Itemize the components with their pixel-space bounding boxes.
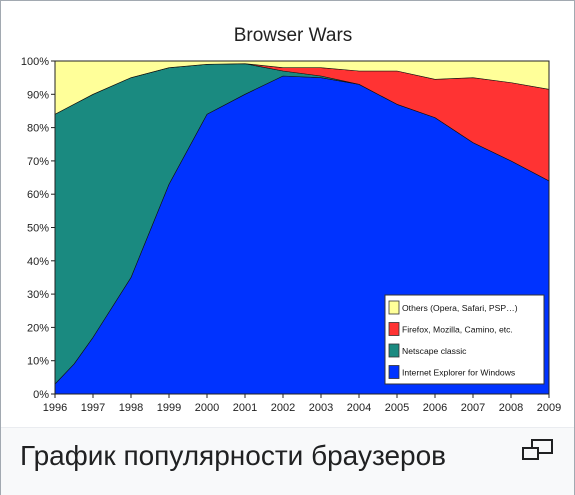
legend-swatch-firefox-mozilla-camino-etc	[388, 322, 400, 336]
x-tick-label: 2002	[271, 402, 295, 414]
x-tick-label: 1997	[81, 402, 105, 414]
legend-label-netscape-classic: Netscape classic	[402, 346, 467, 356]
chart-title: Browser Wars	[234, 25, 353, 46]
y-tick-label: 60%	[27, 189, 49, 201]
image-caption: График популярности браузеров	[20, 440, 447, 471]
legend-label-internet-explorer-for-windows: Internet Explorer for Windows	[402, 368, 515, 378]
y-tick-label: 90%	[27, 89, 49, 101]
x-tick-label: 1998	[119, 402, 143, 414]
x-tick-label: 2008	[499, 402, 523, 414]
x-tick-label: 2000	[195, 402, 219, 414]
x-tick-label: 2004	[347, 402, 371, 414]
x-tick-label: 2001	[233, 402, 257, 414]
legend-swatch-internet-explorer-for-windows	[388, 365, 400, 379]
legend-label-firefox-mozilla-camino-etc: Firefox, Mozilla, Camino, etc.	[402, 325, 513, 335]
legend-label-others-opera-safari-psp: Others (Opera, Safari, PSP…)	[402, 303, 518, 313]
chart-axes: 0% 10% 20% 30% 40% 50% 60% 70% 80% 90% 100% 1996 199…	[21, 56, 561, 414]
legend-box	[384, 294, 545, 385]
y-tick-label: 0%	[33, 389, 49, 401]
y-tick-label: 50%	[27, 223, 49, 235]
legend-swatch-others-opera-safari-psp	[388, 300, 400, 315]
x-tick-label: 2007	[461, 402, 485, 414]
chart-legend: Others (Opera, Safari, PSP…) Firefox, Moz…	[384, 294, 545, 385]
y-tick-label: 70%	[27, 156, 49, 168]
y-tick-label: 40%	[27, 256, 49, 268]
x-tick-label: 2006	[423, 402, 447, 414]
browser-wars-chart: Browser Wars 0% 10% 20% 30% 40% 50% 60% 70% 80% 9…	[8, 7, 568, 427]
legend-swatch-netscape-classic	[388, 343, 400, 358]
x-tick-label: 2009	[537, 402, 561, 414]
x-tick-label: 2003	[309, 402, 333, 414]
chart-figure[interactable]: Browser Wars 0% 10% 20% 30% 40% 50% 60% 70% 80% 9…	[8, 7, 568, 427]
y-tick-label: 100%	[21, 56, 49, 68]
x-tick-label: 2005	[385, 402, 409, 414]
y-tick-label: 80%	[27, 123, 49, 135]
y-tick-label: 20%	[27, 322, 49, 334]
y-tick-label: 10%	[27, 356, 49, 368]
caption-bar: График популярности браузеров	[1, 427, 574, 495]
enlarge-icon[interactable]	[521, 438, 555, 462]
y-tick-label: 30%	[27, 289, 49, 301]
x-tick-label: 1996	[43, 402, 67, 414]
x-tick-label: 1999	[157, 402, 181, 414]
